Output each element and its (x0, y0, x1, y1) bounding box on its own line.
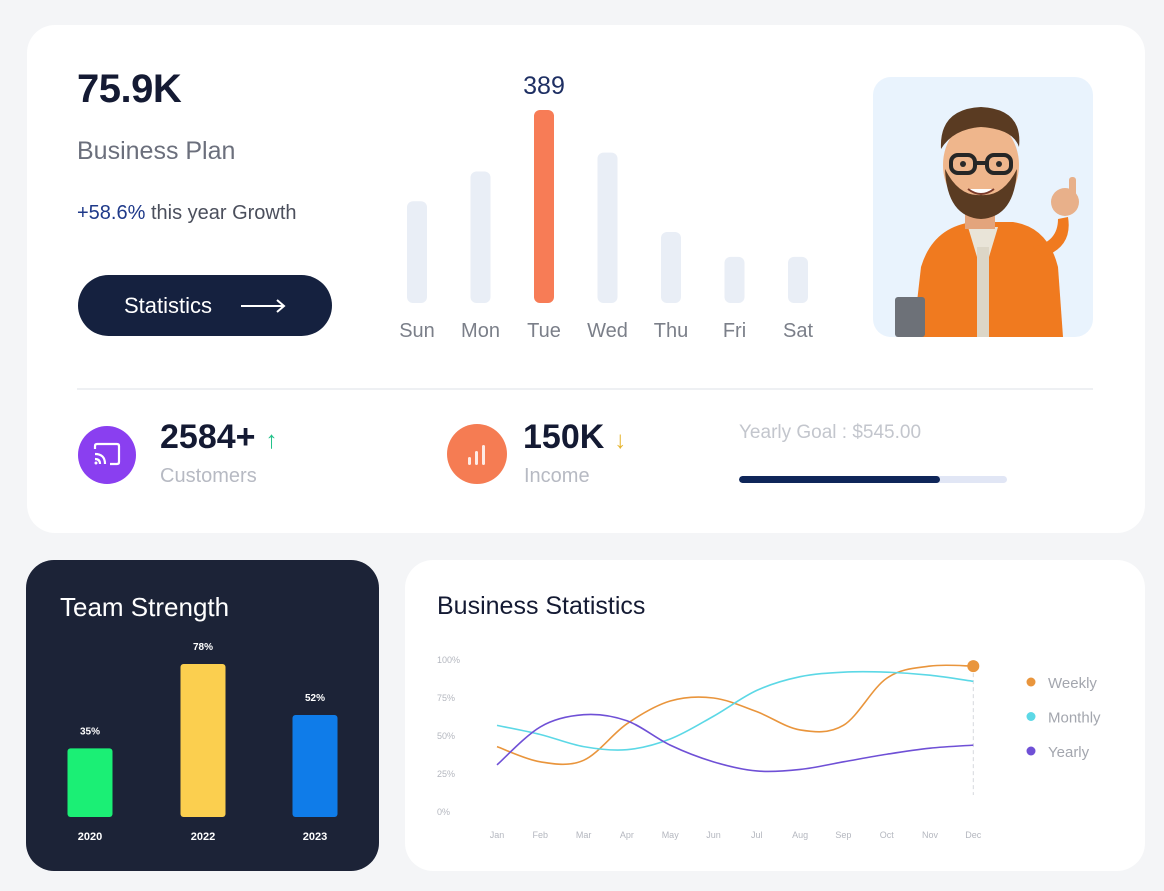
person-illustration-icon (895, 107, 1079, 337)
divider (77, 388, 1093, 390)
team-bar (292, 715, 338, 817)
series-end-point (967, 660, 980, 673)
x-axis-tick-label: Sep (835, 830, 851, 840)
weekly-bar (724, 256, 745, 303)
x-axis-tick-label: Aug (792, 830, 808, 840)
arrow-up-icon: ↑ (265, 427, 278, 454)
x-axis-tick-label: Jan (490, 830, 505, 840)
weekly-bar-chart: Sun Mon Tue 389 Wed Thu Fri Sat (399, 72, 813, 342)
weekly-day-label: Thu (654, 320, 688, 342)
business-plan-label: Business Plan (77, 137, 236, 165)
series-line (496, 713, 974, 773)
bar-chart-icon (468, 445, 485, 465)
team-bar-value-label: 35% (80, 726, 100, 737)
y-axis-tick-label: 75% (437, 693, 455, 703)
growth-percent: +58.6% (77, 202, 146, 224)
yearly-goal-label: Yearly Goal : $545.00 (739, 422, 922, 443)
team-bar-value-label: 78% (193, 642, 213, 653)
income-icon-badge (447, 424, 507, 484)
arrow-down-icon: ↓ (614, 427, 627, 454)
statistics-button[interactable]: Statistics (78, 275, 332, 336)
weekly-bar (470, 171, 491, 303)
weekly-highlight-value: 389 (523, 72, 565, 100)
x-axis-tick-label: Oct (880, 830, 895, 840)
x-axis-tick-label: Mar (576, 830, 592, 840)
x-axis-tick-label: Nov (922, 830, 939, 840)
business-statistics-title: Business Statistics (437, 592, 646, 620)
team-year-label: 2023 (303, 831, 327, 843)
team-bar-value-label: 52% (305, 693, 325, 704)
team-strength-card: Team Strength 35% 2020 78% 2022 52% 2023 (26, 560, 379, 871)
cast-icon (93, 442, 121, 466)
growth-caption: this year Growth (145, 202, 297, 224)
weekly-day-label: Mon (461, 320, 500, 342)
legend-marker (1026, 712, 1036, 721)
team-year-label: 2022 (191, 831, 215, 843)
weekly-bar (788, 256, 808, 303)
statistics-button-label: Statistics (123, 292, 213, 318)
legend-label: Yearly (1048, 744, 1090, 761)
income-amount: 150K (523, 418, 605, 456)
x-axis-tick-label: Jul (751, 830, 763, 840)
weekly-bar (661, 232, 681, 303)
y-axis-tick-label: 25% (437, 769, 455, 779)
weekly-bar (534, 110, 554, 303)
weekly-day-label: Sun (399, 320, 435, 342)
legend-label: Weekly (1048, 675, 1097, 692)
legend-marker (1026, 677, 1036, 687)
growth-text: +58.6% this year Growth (77, 202, 297, 225)
series-line (496, 664, 974, 766)
business-plan-value: 75.9K (77, 67, 182, 111)
y-axis-tick-label: 100% (437, 655, 460, 665)
income-value: 150K ↓ (523, 418, 626, 457)
x-axis-tick-label: Feb (533, 830, 549, 840)
x-axis-tick-label: Dec (965, 830, 982, 840)
income-label: Income (524, 465, 590, 487)
avatar (873, 77, 1093, 337)
weekly-day-label: Wed (587, 320, 628, 342)
team-bar (67, 748, 113, 817)
team-strength-chart: 35% 2020 78% 2022 52% 2023 (67, 642, 338, 843)
x-axis-tick-label: Apr (620, 830, 634, 840)
weekly-day-label: Tue (527, 320, 561, 342)
customers-icon-badge (78, 426, 136, 484)
team-strength-title: Team Strength (60, 592, 230, 622)
yearly-goal-progress (739, 476, 1007, 483)
y-axis-tick-label: 50% (437, 731, 455, 741)
customers-count: 2584+ (160, 418, 256, 456)
business-statistics-chart: 0% 25% 50% 75% 100% Jan Feb Mar Apr May Jun Jul Aug S… (437, 655, 1101, 840)
legend-label: Monthly (1048, 710, 1101, 727)
yearly-goal-progress-fill (739, 476, 940, 483)
business-plan-card: 75.9K Business Plan +58.6% this year Gro… (27, 25, 1145, 533)
series-line (496, 670, 974, 751)
x-axis-tick-label: Jun (706, 830, 721, 840)
legend-marker (1026, 746, 1036, 756)
arrow-right-icon (241, 298, 286, 313)
weekly-day-label: Fri (723, 320, 746, 342)
weekly-bar (407, 201, 427, 303)
business-statistics-card: Business Statistics 0% 25% 50% 75% 100% Jan Fe… (405, 560, 1145, 871)
weekly-day-label: Sat (783, 320, 813, 342)
x-axis-tick-label: May (662, 830, 680, 840)
y-axis-tick-label: 0% (437, 807, 450, 817)
weekly-bar (597, 152, 618, 303)
team-year-label: 2020 (78, 831, 102, 843)
team-bar (180, 664, 226, 817)
customers-value: 2584+ ↑ (160, 418, 278, 457)
customers-label: Customers (160, 465, 257, 487)
